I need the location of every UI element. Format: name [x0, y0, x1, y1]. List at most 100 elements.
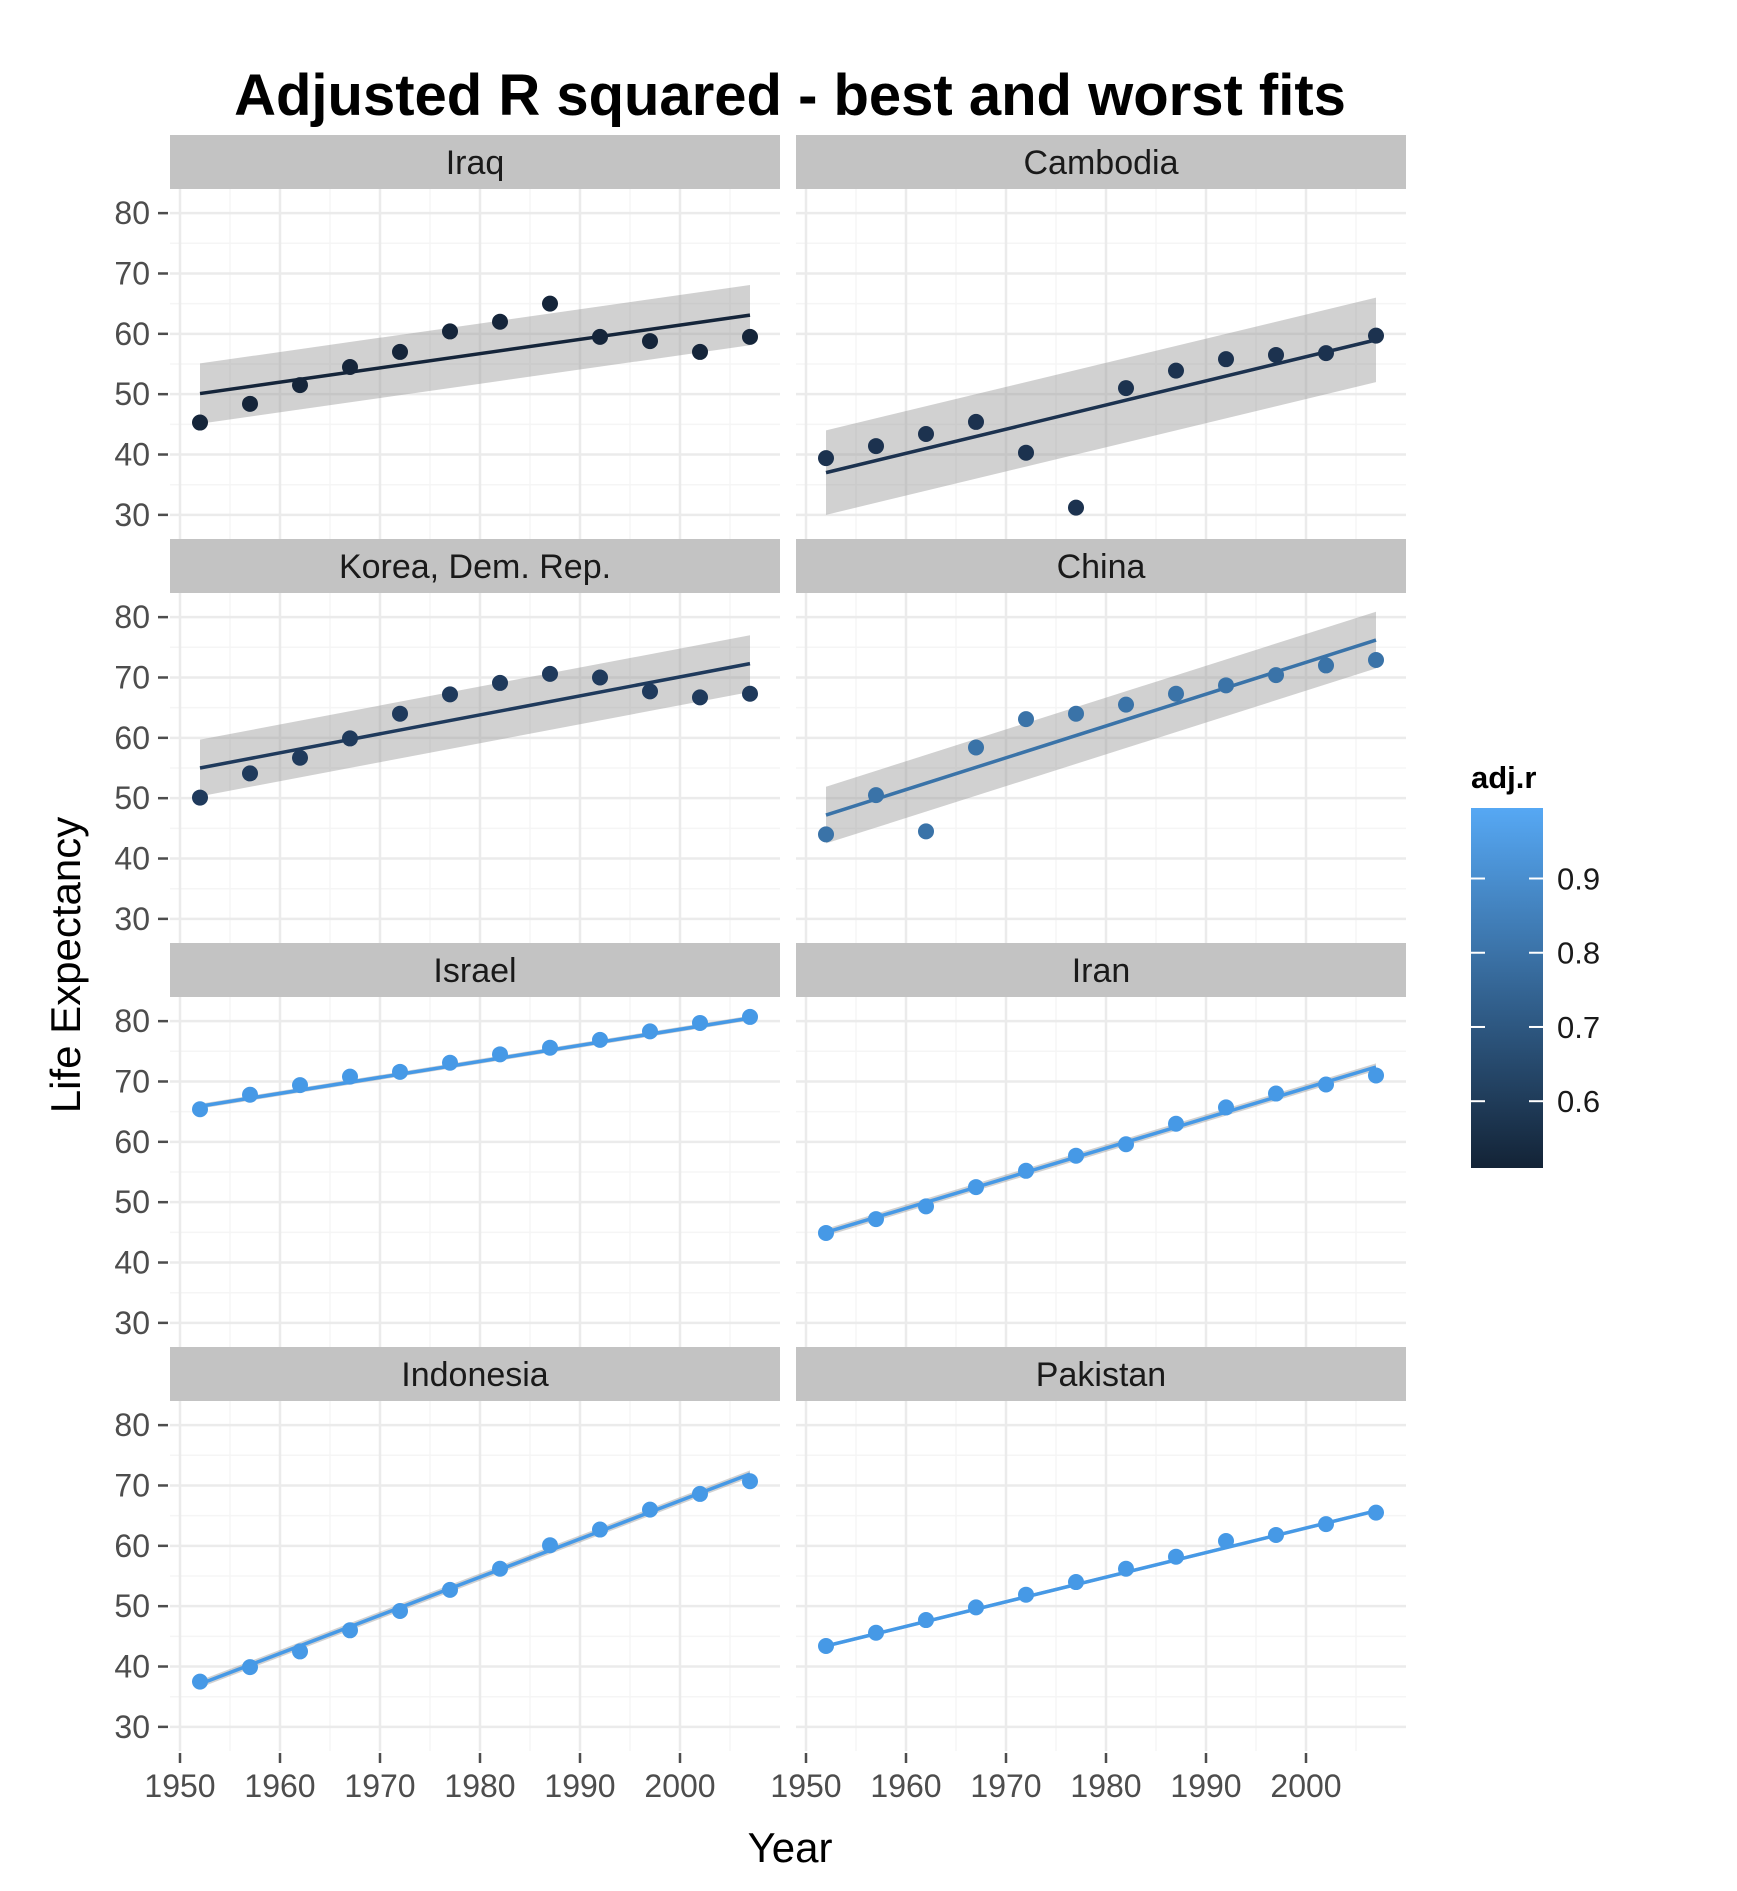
y-tick-label: 80: [114, 195, 150, 231]
legend-tick-label: 0.9: [1557, 862, 1600, 897]
facet-panel: Indonesia: [170, 1347, 780, 1751]
data-point: [1168, 685, 1184, 702]
data-point: [1368, 1067, 1384, 1084]
data-point: [542, 1039, 558, 1056]
data-point: [442, 1054, 458, 1071]
x-tick-label: 2000: [644, 1768, 715, 1804]
data-point: [192, 1101, 208, 1118]
y-tick-label: 50: [114, 780, 150, 816]
facet-label: Pakistan: [1036, 1356, 1166, 1394]
data-point: [1068, 499, 1084, 516]
data-point: [1018, 444, 1034, 461]
data-point: [818, 1638, 834, 1654]
data-point: [968, 413, 984, 430]
data-point: [642, 683, 658, 700]
data-point: [692, 1485, 708, 1502]
data-point: [592, 1521, 608, 1538]
data-point: [742, 685, 758, 702]
data-point: [1168, 362, 1184, 379]
data-point: [918, 1612, 934, 1629]
data-point: [642, 1023, 658, 1040]
facet-label: Iran: [1072, 952, 1131, 990]
data-point: [342, 1622, 358, 1639]
y-tick-label: 30: [114, 497, 150, 533]
legend-colorbar: [1471, 808, 1543, 1168]
data-point: [1268, 1085, 1284, 1102]
facet-label: China: [1057, 548, 1146, 586]
data-point: [692, 343, 708, 360]
data-point: [492, 674, 508, 691]
facet-panel: Korea, Dem. Rep.: [170, 539, 780, 943]
data-point: [1168, 1548, 1184, 1565]
data-point: [492, 1046, 508, 1063]
data-point: [542, 665, 558, 682]
y-tick-label: 70: [114, 1467, 150, 1503]
data-point: [918, 426, 934, 442]
x-tick-label: 1970: [970, 1768, 1041, 1804]
data-point: [818, 1224, 834, 1241]
fit-line: [825, 338, 1377, 475]
data-point: [1318, 345, 1334, 362]
data-point: [818, 450, 834, 467]
facet-panel: Iran: [796, 943, 1406, 1347]
fit-line: [825, 1065, 1377, 1235]
x-tick-label: 1970: [344, 1768, 415, 1804]
data-point: [868, 1624, 884, 1641]
x-tick-label: 1950: [770, 1768, 841, 1804]
facet-panels: Iraq Cambodia Korea, Dem. Rep. China Israel I…: [170, 135, 1406, 1751]
data-point: [642, 333, 658, 350]
data-point: [1268, 346, 1284, 363]
data-point: [742, 1473, 758, 1490]
data-point: [1318, 657, 1334, 674]
fit-line: [199, 313, 751, 396]
data-point: [1318, 1076, 1334, 1093]
data-point: [742, 328, 758, 345]
data-point: [392, 705, 408, 722]
data-point: [1218, 677, 1234, 694]
facet-strip: [796, 539, 1406, 593]
y-tick-label: 30: [114, 1709, 150, 1745]
x-tick-label: 1950: [144, 1768, 215, 1804]
data-point: [692, 689, 708, 706]
data-point: [1218, 1099, 1234, 1116]
fit-line: [825, 638, 1377, 817]
data-point: [342, 730, 358, 747]
facet-strip: [796, 943, 1406, 997]
data-point: [692, 1014, 708, 1031]
data-point: [1118, 1560, 1134, 1577]
fit-line: [199, 1472, 751, 1686]
y-tick-label: 60: [114, 316, 150, 352]
data-point: [342, 359, 358, 376]
data-point: [1218, 351, 1234, 368]
y-tick-label: 50: [114, 1184, 150, 1220]
x-tick-label: 1960: [870, 1768, 941, 1804]
data-point: [192, 789, 208, 806]
data-point: [1018, 711, 1034, 728]
y-tick-label: 80: [114, 599, 150, 635]
y-tick-label: 50: [114, 1588, 150, 1624]
facet-panel: China: [796, 539, 1406, 943]
facet-label: Korea, Dem. Rep.: [339, 548, 611, 586]
data-point: [1168, 1115, 1184, 1132]
data-point: [1368, 651, 1384, 668]
chart-title: Adjusted R squared - best and worst fits: [234, 63, 1346, 128]
data-point: [642, 1501, 658, 1518]
y-tick-label: 70: [114, 1063, 150, 1099]
data-point: [492, 313, 508, 330]
facet-label: Indonesia: [401, 1356, 549, 1394]
y-tick-label: 40: [114, 437, 150, 473]
data-point: [492, 1560, 508, 1577]
data-point: [968, 1179, 984, 1196]
y-tick-label: 40: [114, 1245, 150, 1281]
data-point: [192, 1673, 208, 1690]
data-point: [1268, 667, 1284, 684]
fit-line: [825, 1509, 1377, 1648]
data-point: [1018, 1586, 1034, 1603]
y-tick-label: 60: [114, 720, 150, 756]
y-axis-title: Life Expectancy: [42, 817, 89, 1114]
facet-strip: [170, 539, 780, 593]
data-point: [592, 1031, 608, 1048]
data-point: [1318, 1516, 1334, 1533]
